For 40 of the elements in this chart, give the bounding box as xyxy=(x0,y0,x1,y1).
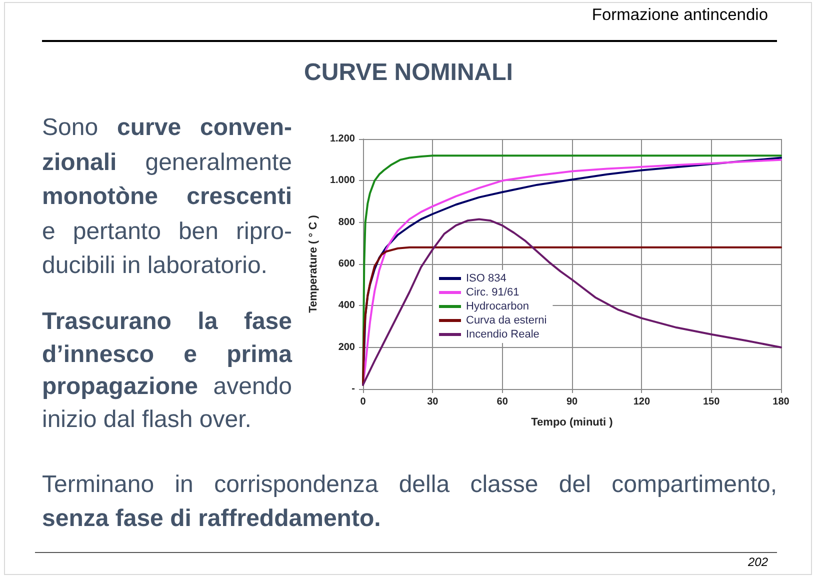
text: Terminano in corrispondenza della classe del compartimento, xyxy=(42,471,777,498)
legend-label: Hydrocarbon xyxy=(466,300,529,312)
y-axis-title: Temperature ( ° C ) xyxy=(308,214,320,313)
x-tick-label: 60 xyxy=(496,396,508,408)
legend-label: Curva da esterni xyxy=(466,314,547,326)
text: Sono xyxy=(42,114,98,141)
text: curve conven- xyxy=(117,114,292,141)
text: generalmente xyxy=(145,148,292,176)
x-tick-label: 30 xyxy=(427,396,439,408)
text: monotòne crescenti xyxy=(42,183,292,210)
text: zionali xyxy=(42,148,117,176)
text: senza fase di raffreddamento. xyxy=(42,505,381,532)
y-tick-label: - xyxy=(352,384,355,394)
x-axis-title: Tempo (minuti ) xyxy=(531,416,614,428)
chart-title: CURVE NOMINALI xyxy=(303,59,514,87)
x-tick-label: 90 xyxy=(566,396,578,408)
y-tick-label: 600 xyxy=(338,258,356,270)
text: propagazione xyxy=(42,373,198,400)
line-series xyxy=(362,218,782,386)
y-tick-label: 400 xyxy=(338,300,356,312)
x-tick-label: 0 xyxy=(360,396,366,408)
text: inizio dal flash over. xyxy=(42,406,252,432)
text: d’innesco e prima xyxy=(42,340,292,368)
y-tick-label: 1.000 xyxy=(330,175,356,186)
legend-label: Circ. 91/61 xyxy=(466,286,520,298)
text: Trascurano la fase xyxy=(42,308,292,335)
x-tick-label: 120 xyxy=(633,396,650,408)
legend-label: Incendio Reale xyxy=(466,328,540,340)
text: avendo xyxy=(213,373,292,400)
line-series xyxy=(362,246,782,386)
x-tick-label: 180 xyxy=(772,396,790,408)
x-tick-label: 150 xyxy=(702,396,720,408)
text: 202 xyxy=(748,555,768,569)
y-tick-label: 800 xyxy=(338,216,356,228)
y-tick-label: 200 xyxy=(338,342,356,353)
text: e pertanto ben ripro- xyxy=(42,218,292,244)
text: ducibili in laboratorio. xyxy=(42,252,268,279)
y-tick-label: 1.200 xyxy=(330,134,356,144)
legend-label: ISO 834 xyxy=(466,272,506,284)
text: Formazione antincendio xyxy=(592,6,768,25)
